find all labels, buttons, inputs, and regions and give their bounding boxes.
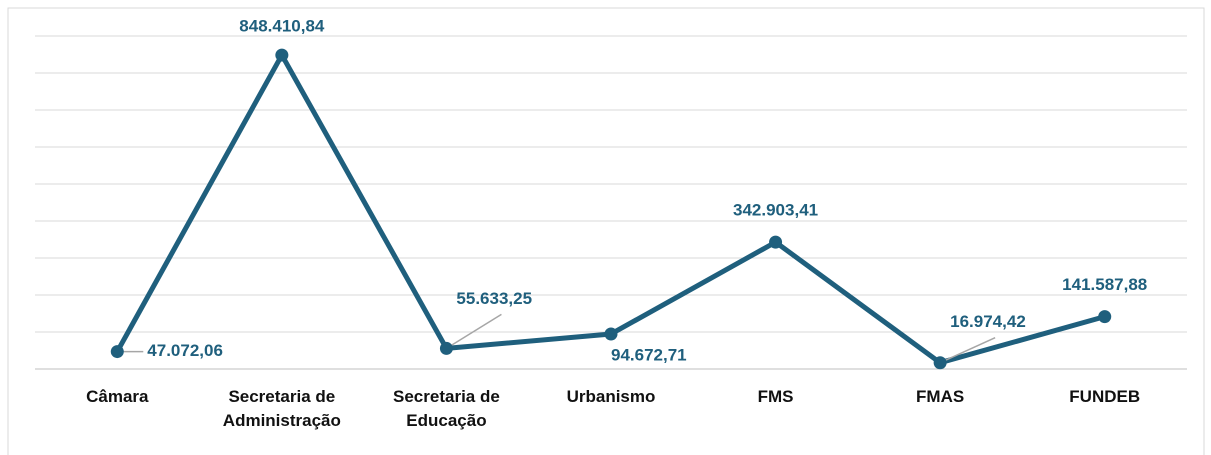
x-tick-label: FMS bbox=[757, 387, 794, 406]
leader-line bbox=[939, 337, 996, 364]
x-tick-label: Câmara bbox=[86, 387, 149, 406]
chart-frame bbox=[7, 7, 1205, 455]
data-label: 16.974,42 bbox=[950, 312, 1026, 331]
point bbox=[1098, 310, 1112, 324]
x-tick-label: Secretaria de Administração bbox=[222, 387, 341, 430]
x-tick-label: Secretaria de Educação bbox=[393, 387, 500, 430]
data-label: 47.072,06 bbox=[147, 341, 223, 360]
x-tick-label: FUNDEB bbox=[1069, 387, 1141, 406]
x-tick-label: FMAS bbox=[916, 387, 965, 406]
point bbox=[933, 356, 947, 370]
data-label: 55.633,25 bbox=[456, 289, 532, 308]
point bbox=[769, 235, 783, 249]
data-label: 141.587,88 bbox=[1062, 275, 1147, 294]
leader-line bbox=[446, 313, 502, 350]
data-label: 94.672,71 bbox=[611, 345, 687, 364]
point bbox=[439, 341, 453, 355]
point bbox=[275, 48, 289, 62]
data-label: 848.410,84 bbox=[239, 17, 325, 36]
point bbox=[604, 327, 618, 341]
data-label: 342.903,41 bbox=[733, 201, 818, 220]
x-tick-label: Urbanismo bbox=[566, 387, 656, 406]
point bbox=[110, 345, 124, 359]
